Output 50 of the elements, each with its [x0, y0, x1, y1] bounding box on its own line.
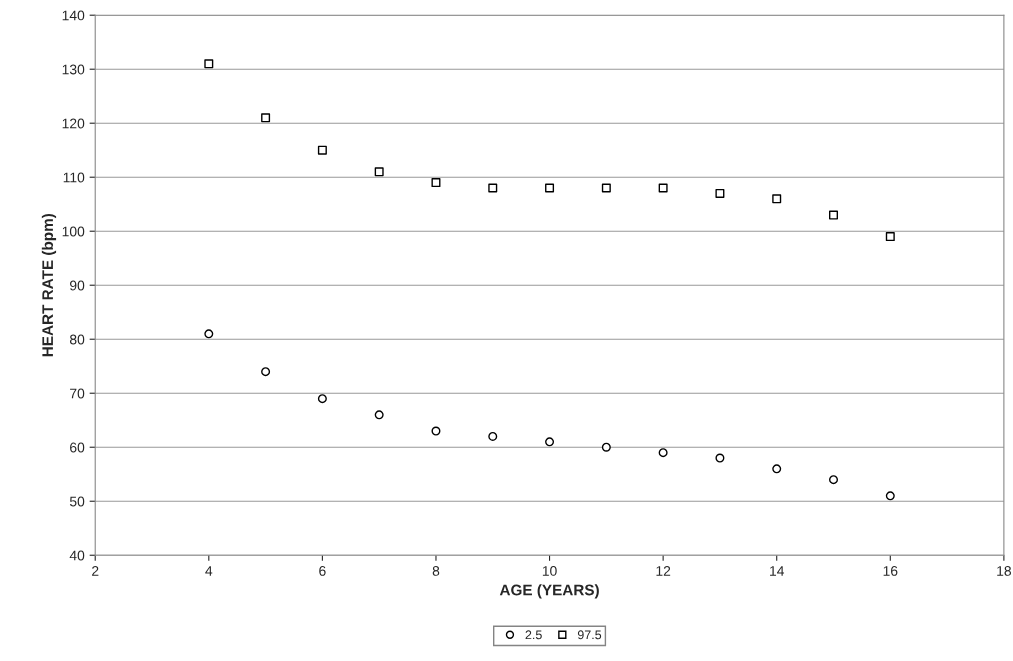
point	[261, 367, 271, 377]
point	[374, 410, 384, 420]
x-tick-label: 2	[92, 566, 99, 576]
y-tick-label: 140	[62, 10, 85, 21]
point	[261, 113, 271, 123]
point	[204, 329, 214, 339]
x-tick-label: 16	[883, 566, 898, 576]
point	[204, 59, 214, 69]
point	[772, 464, 782, 474]
y-axis-title: HEART RATE (bpm)	[41, 213, 57, 357]
point	[317, 394, 327, 404]
point	[715, 188, 725, 198]
y-tick-label: 70	[70, 388, 85, 399]
legend-label: 97.5	[577, 630, 602, 640]
point	[715, 453, 725, 463]
point	[601, 442, 611, 452]
point	[545, 183, 555, 193]
point	[772, 194, 782, 204]
x-tick-label: 12	[656, 566, 671, 576]
point	[431, 178, 441, 188]
point	[374, 167, 384, 177]
y-tick-label: 80	[69, 334, 85, 345]
point	[545, 437, 555, 447]
x-tick-label: 14	[770, 566, 785, 576]
legend-label: 2.5	[525, 630, 542, 640]
y-tick-label: 130	[62, 64, 85, 75]
point	[885, 232, 895, 242]
point	[658, 448, 668, 458]
point	[431, 426, 441, 436]
point	[601, 183, 611, 193]
x-tick-label: 4	[205, 566, 213, 576]
x-tick-label: 8	[432, 566, 440, 576]
x-tick-label: 6	[319, 566, 326, 576]
y-tick-label: 100	[62, 226, 85, 237]
point	[488, 431, 498, 441]
point	[829, 210, 839, 220]
y-tick-label: 60	[70, 442, 85, 453]
y-tick-label: 90	[70, 280, 85, 291]
x-tick-label: 10	[542, 566, 557, 576]
y-tick-label: 110	[63, 172, 85, 183]
y-tick-label: 50	[69, 496, 85, 507]
point	[658, 183, 668, 193]
point	[885, 491, 895, 501]
x-axis-title: AGE (YEARS)	[499, 584, 599, 599]
point	[829, 475, 839, 485]
y-tick-label: 40	[69, 550, 85, 561]
x-tick-label: 18	[997, 566, 1011, 576]
point	[488, 183, 498, 193]
y-tick-label: 120	[62, 118, 85, 129]
point	[317, 145, 327, 155]
